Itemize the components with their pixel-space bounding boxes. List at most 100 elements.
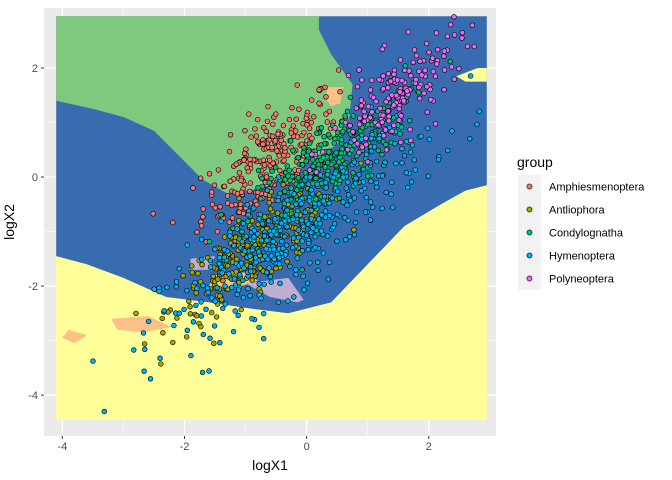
point-hymenoptera xyxy=(467,136,473,142)
point-polyneoptera xyxy=(367,87,374,93)
point-antliophora xyxy=(193,290,199,296)
point-hymenoptera xyxy=(305,247,311,253)
point-amphiesmenoptera xyxy=(294,134,301,140)
point-antliophora xyxy=(266,200,272,206)
point-hymenoptera xyxy=(221,246,228,253)
point-amphiesmenoptera xyxy=(221,183,228,190)
legend-marker xyxy=(526,229,533,236)
point-hymenoptera xyxy=(226,271,232,277)
point-condylognatha xyxy=(340,129,346,135)
point-condylognatha xyxy=(255,167,262,174)
point-hymenoptera xyxy=(204,285,211,291)
point-hymenoptera xyxy=(300,273,306,280)
point-amphiesmenoptera xyxy=(234,191,241,197)
point-condylognatha xyxy=(303,158,309,164)
point-amphiesmenoptera xyxy=(304,122,310,128)
point-amphiesmenoptera xyxy=(227,178,233,184)
point-amphiesmenoptera xyxy=(311,114,317,120)
point-polyneoptera xyxy=(389,128,395,134)
point-hymenoptera xyxy=(293,271,299,278)
point-hymenoptera xyxy=(351,232,358,238)
point-hymenoptera xyxy=(343,237,349,243)
point-condylognatha xyxy=(321,134,327,140)
point-condylognatha xyxy=(325,132,332,138)
point-condylognatha xyxy=(316,145,322,152)
point-hymenoptera xyxy=(256,216,262,222)
point-hymenoptera xyxy=(211,323,218,329)
point-amphiesmenoptera xyxy=(233,161,240,167)
point-condylognatha xyxy=(266,179,272,186)
point-hymenoptera xyxy=(235,287,242,293)
point-condylognatha xyxy=(333,150,339,156)
point-amphiesmenoptera xyxy=(277,167,283,174)
point-antliophora xyxy=(267,206,274,212)
point-polyneoptera xyxy=(391,122,397,129)
point-polyneoptera xyxy=(386,113,392,120)
point-hymenoptera xyxy=(200,282,206,289)
point-hymenoptera xyxy=(275,197,281,204)
point-polyneoptera xyxy=(441,86,447,93)
point-amphiesmenoptera xyxy=(323,94,329,100)
point-hymenoptera xyxy=(360,179,367,185)
point-hymenoptera xyxy=(315,267,321,273)
point-polyneoptera xyxy=(359,144,365,150)
point-polyneoptera xyxy=(351,137,357,143)
point-hymenoptera xyxy=(184,287,190,294)
point-hymenoptera xyxy=(192,280,198,286)
point-antliophora xyxy=(160,330,166,336)
point-polyneoptera xyxy=(413,52,420,59)
point-amphiesmenoptera xyxy=(309,135,315,142)
point-polyneoptera xyxy=(380,112,386,119)
point-polyneoptera xyxy=(448,64,455,70)
point-condylognatha xyxy=(299,162,306,168)
x-tick-label: -2 xyxy=(180,441,190,453)
point-polyneoptera xyxy=(356,67,362,73)
point-polyneoptera xyxy=(433,30,440,36)
point-amphiesmenoptera xyxy=(269,144,275,151)
point-polyneoptera xyxy=(416,84,422,91)
point-hymenoptera xyxy=(181,306,187,313)
point-hymenoptera xyxy=(425,173,431,179)
point-hymenoptera xyxy=(275,299,282,306)
point-hymenoptera xyxy=(287,263,293,270)
point-polyneoptera xyxy=(469,22,476,28)
point-amphiesmenoptera xyxy=(293,128,299,134)
point-polyneoptera xyxy=(430,68,436,75)
point-condylognatha xyxy=(397,131,403,137)
point-hymenoptera xyxy=(229,284,235,291)
point-polyneoptera xyxy=(370,94,377,101)
point-hymenoptera xyxy=(322,208,329,214)
point-hymenoptera xyxy=(326,200,332,207)
point-hymenoptera xyxy=(327,213,333,219)
point-hymenoptera xyxy=(305,181,312,187)
point-hymenoptera xyxy=(198,236,205,243)
point-condylognatha xyxy=(416,89,422,96)
point-polyneoptera xyxy=(398,139,404,146)
y-axis-title: logX2 xyxy=(1,204,17,240)
point-hymenoptera xyxy=(188,352,194,359)
point-hymenoptera xyxy=(248,268,254,274)
point-condylognatha xyxy=(314,130,320,137)
point-hymenoptera xyxy=(291,191,297,197)
point-hymenoptera xyxy=(161,308,167,314)
point-hymenoptera xyxy=(212,298,218,304)
point-amphiesmenoptera xyxy=(236,170,243,176)
point-polyneoptera xyxy=(358,97,364,103)
point-antliophora xyxy=(220,278,226,284)
point-antliophora xyxy=(189,263,195,269)
point-condylognatha xyxy=(284,163,290,169)
point-amphiesmenoptera xyxy=(255,189,261,196)
point-polyneoptera xyxy=(428,96,434,103)
point-hymenoptera xyxy=(271,256,277,262)
point-condylognatha xyxy=(331,140,337,146)
point-condylognatha xyxy=(288,138,294,144)
point-amphiesmenoptera xyxy=(316,100,322,107)
point-hymenoptera xyxy=(234,291,240,298)
point-hymenoptera xyxy=(173,284,180,290)
point-hymenoptera xyxy=(198,313,205,319)
point-hymenoptera xyxy=(295,227,302,233)
point-amphiesmenoptera xyxy=(316,87,322,93)
x-axis-title: logX1 xyxy=(252,457,288,473)
point-hymenoptera xyxy=(368,135,374,142)
point-polyneoptera xyxy=(363,141,369,148)
